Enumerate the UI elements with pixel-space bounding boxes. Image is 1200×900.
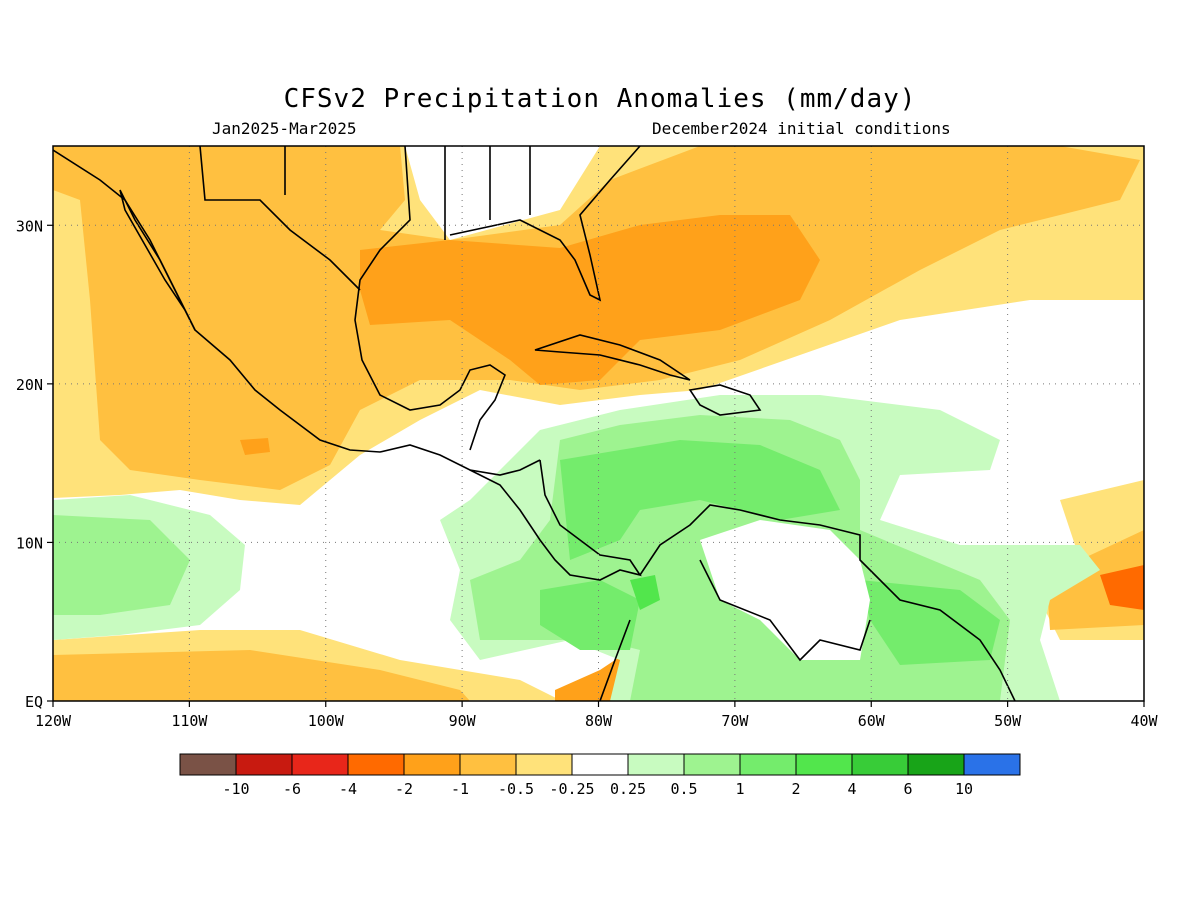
- legend-swatch: [459, 753, 517, 776]
- tick-label-lon: 60W: [858, 712, 886, 730]
- coastline-pacific-sa: [599, 619, 631, 701]
- legend-label: -4: [339, 780, 357, 798]
- tick-label-lat: EQ: [25, 693, 43, 711]
- legend-labels: -10 -6 -4 -2 -1 -0.5 -0.25 0.25 0.5 1 2 4 6 10: [222, 780, 973, 798]
- legend-swatch: [963, 753, 1021, 776]
- neutral-south-america: [700, 520, 870, 660]
- dry-core-colombia-coast: [555, 650, 630, 701]
- legend-swatch: [179, 753, 237, 776]
- legend-swatch: [347, 753, 405, 776]
- wet-panama-peak: [630, 575, 660, 610]
- tick-label-lat: 10N: [16, 534, 43, 552]
- legend-label: 1: [735, 780, 744, 798]
- border-venezuela: [699, 559, 871, 662]
- map-axes: 120W 110W 100W 90W 80W 70W 60W 50W 40W EQ 10N 20N 30…: [16, 217, 1159, 730]
- tick-label-lon: 50W: [994, 712, 1022, 730]
- coastline-florida: [449, 146, 641, 302]
- legend-label: 0.25: [610, 780, 646, 798]
- legend-label: -2: [395, 780, 413, 798]
- coastline-central-america: [469, 459, 642, 581]
- legend-label: -6: [283, 780, 301, 798]
- dry-peak-east-atlantic: [1100, 565, 1144, 610]
- tick-label-lon: 120W: [35, 712, 72, 730]
- forecast-period: Jan2025-Mar2025: [212, 119, 357, 138]
- tick-label-lon: 70W: [721, 712, 749, 730]
- coastline-cuba: [534, 334, 691, 381]
- coastline-hispaniola: [688, 384, 762, 416]
- legend-label: -0.5: [498, 780, 534, 798]
- legend-swatch: [235, 753, 293, 776]
- legend-swatch: [515, 753, 573, 776]
- graticule: [53, 146, 1144, 701]
- dry-core-gulf: [360, 215, 820, 385]
- precipitation-anomaly-map: 120W 110W 100W 90W 80W 70W 60W 50W 40W EQ 10N 20N 30…: [16, 145, 1159, 730]
- legend-swatch: [851, 753, 909, 776]
- coastline-gulf: [354, 146, 506, 451]
- legend-swatch: [683, 753, 741, 776]
- border-us-mexico: [199, 146, 361, 291]
- wet-panama-core: [540, 580, 640, 650]
- legend-label: -0.25: [549, 780, 594, 798]
- legend-label: -10: [222, 780, 249, 798]
- legend-swatch: [403, 753, 461, 776]
- legend-swatch: [795, 753, 853, 776]
- wet-pacific-west: [53, 515, 190, 615]
- legend-swatch: [291, 753, 349, 776]
- legend-swatch: [627, 753, 685, 776]
- legend-label: 6: [903, 780, 912, 798]
- dry-core-mexico: [240, 438, 270, 455]
- tick-label-lon: 90W: [449, 712, 477, 730]
- wet-guianas-core: [860, 580, 1000, 665]
- legend-swatch: [571, 753, 629, 776]
- tick-label-lon: 80W: [585, 712, 613, 730]
- legend-swatch: [739, 753, 797, 776]
- legend-label: -1: [451, 780, 469, 798]
- legend-swatch: [907, 753, 965, 776]
- wet-caribbean-core: [560, 440, 840, 560]
- legend-boxes: [179, 753, 1021, 776]
- dry-core-south-pacific: [53, 650, 470, 701]
- chart-title: CFSv2 Precipitation Anomalies (mm/day): [283, 84, 917, 114]
- initial-conditions: December2024 initial conditions: [652, 119, 951, 138]
- tick-label-lon: 110W: [171, 712, 208, 730]
- anomaly-fill-layer: [53, 146, 1144, 701]
- tick-label-lat: 20N: [16, 376, 43, 394]
- legend-label: 0.5: [670, 780, 697, 798]
- tick-label-lon: 40W: [1130, 712, 1158, 730]
- border-us-states: [284, 146, 531, 240]
- coastline-south-america: [639, 504, 1016, 701]
- legend-label: 10: [955, 780, 973, 798]
- tick-label-lat: 30N: [16, 217, 43, 235]
- coastlines: [53, 146, 1016, 701]
- coastline-baja: [119, 189, 196, 331]
- coastline-north-america: [53, 149, 541, 476]
- legend-label: 4: [847, 780, 856, 798]
- legend-label: 2: [791, 780, 800, 798]
- tick-label-lon: 100W: [308, 712, 345, 730]
